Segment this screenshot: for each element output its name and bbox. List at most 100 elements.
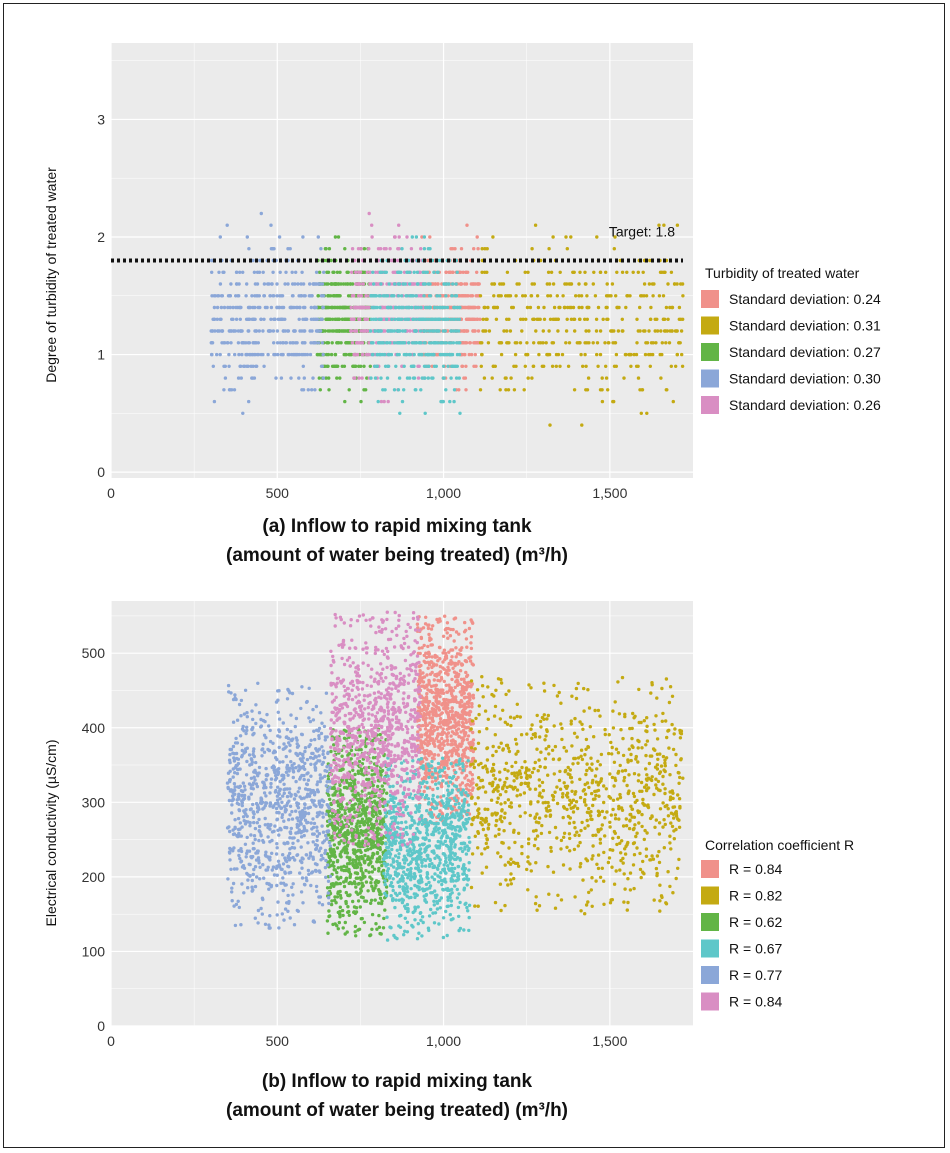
data-point	[350, 294, 355, 298]
data-point	[568, 798, 572, 802]
data-point	[329, 352, 334, 357]
data-point	[612, 784, 616, 788]
data-point	[652, 722, 656, 727]
data-point	[332, 743, 336, 747]
data-point	[572, 847, 577, 852]
data-point	[293, 352, 298, 357]
data-point	[476, 830, 480, 834]
data-point	[563, 305, 567, 310]
data-point	[480, 871, 484, 875]
data-point	[379, 282, 383, 286]
data-point	[579, 828, 583, 833]
data-point	[561, 294, 565, 298]
data-point	[655, 696, 659, 700]
data-point	[592, 270, 596, 274]
data-point	[334, 294, 339, 298]
data-point	[348, 856, 352, 860]
data-point	[592, 735, 596, 739]
data-point	[218, 235, 222, 239]
data-point	[271, 270, 275, 274]
data-point	[636, 270, 640, 274]
data-point	[427, 341, 432, 345]
data-point	[435, 294, 439, 298]
data-point	[287, 352, 291, 357]
data-point	[670, 305, 675, 310]
data-point	[396, 294, 401, 298]
data-point	[377, 913, 381, 918]
data-point	[443, 329, 447, 333]
data-point	[468, 695, 472, 699]
data-point	[476, 247, 480, 251]
data-point	[585, 762, 589, 766]
data-point	[442, 759, 447, 764]
data-point	[645, 411, 649, 415]
data-point	[614, 364, 618, 368]
data-point	[477, 807, 481, 811]
data-point	[346, 910, 350, 914]
data-point	[503, 903, 507, 908]
data-point	[439, 352, 443, 357]
data-point	[316, 341, 321, 345]
data-point	[549, 849, 553, 853]
data-point	[663, 791, 667, 796]
data-point	[630, 736, 634, 741]
data-point	[468, 294, 473, 298]
data-point	[653, 825, 657, 829]
data-point	[485, 247, 489, 251]
data-point	[562, 831, 567, 835]
data-point	[446, 703, 450, 707]
data-point	[591, 844, 595, 848]
data-point	[335, 859, 340, 864]
data-point	[525, 773, 529, 778]
data-point	[660, 352, 664, 357]
data-point	[320, 341, 325, 345]
data-point	[554, 352, 559, 357]
data-point	[604, 787, 608, 791]
data-point	[212, 399, 217, 404]
data-point	[427, 364, 431, 368]
data-point	[504, 761, 509, 765]
data-point	[607, 856, 612, 860]
data-point	[434, 663, 439, 667]
data-point	[358, 305, 363, 310]
data-point	[608, 825, 612, 829]
data-point	[632, 352, 636, 357]
data-point	[500, 282, 504, 286]
data-point	[499, 341, 503, 345]
data-point	[509, 723, 513, 728]
data-point	[635, 846, 639, 850]
data-point	[483, 790, 488, 794]
data-point	[461, 294, 465, 298]
data-point	[591, 833, 595, 838]
data-point	[464, 746, 469, 750]
data-point	[494, 823, 498, 828]
data-point	[301, 305, 306, 310]
data-point	[538, 317, 542, 321]
data-point	[428, 808, 433, 812]
data-point	[302, 376, 306, 380]
data-point	[457, 388, 461, 392]
data-point	[339, 896, 343, 900]
data-point	[423, 622, 428, 626]
data-point	[454, 376, 459, 380]
data-point	[216, 294, 220, 298]
data-point	[502, 816, 507, 820]
data-point	[430, 690, 434, 695]
data-point	[352, 352, 356, 357]
data-point	[508, 878, 513, 882]
data-point	[587, 341, 591, 345]
data-point	[343, 920, 347, 925]
data-point	[373, 329, 378, 333]
data-point	[561, 815, 565, 820]
data-point	[433, 691, 438, 695]
data-point	[661, 774, 665, 779]
data-point	[427, 650, 431, 654]
data-point	[633, 800, 637, 804]
data-point	[433, 305, 437, 310]
data-point	[610, 329, 614, 333]
data-point	[631, 270, 635, 274]
data-point	[579, 748, 584, 752]
data-point	[375, 282, 380, 286]
data-point	[662, 223, 666, 227]
data-point	[255, 294, 260, 298]
